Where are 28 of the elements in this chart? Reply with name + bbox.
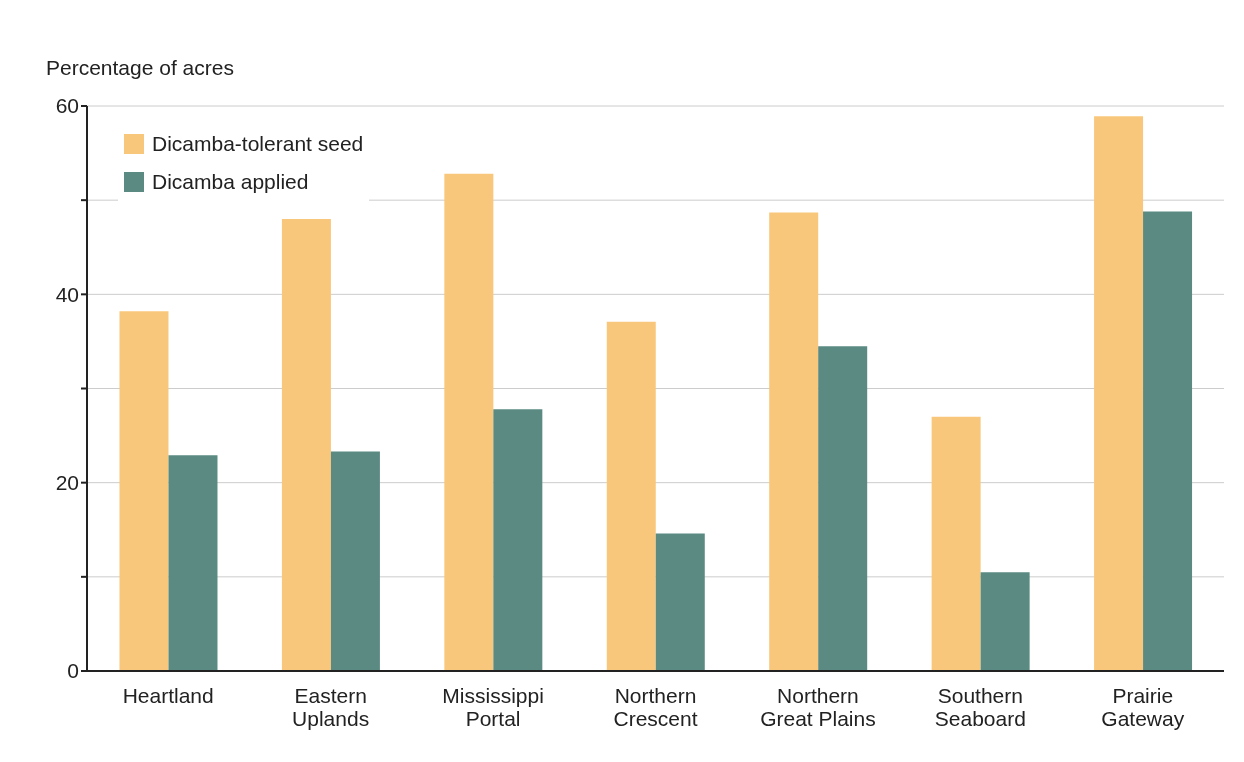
bar (168, 455, 218, 671)
x-tick-label: Eastern Uplands (292, 684, 370, 730)
x-tick-label: Heartland (122, 684, 214, 707)
bar (931, 416, 981, 671)
legend-label: Dicamba-tolerant seed (152, 132, 364, 156)
legend-label: Dicamba applied (152, 170, 309, 194)
x-tick-label: Mississippi Portal (442, 684, 544, 730)
bar (281, 219, 331, 671)
bar (769, 212, 819, 671)
bar (980, 572, 1030, 671)
bar (493, 409, 543, 671)
y-tick-label: 40 (55, 282, 79, 306)
x-tick-label: Prairie Gateway (1101, 684, 1185, 730)
bar (1094, 116, 1144, 671)
x-tick-label: Southern Seaboard (934, 684, 1026, 730)
bar (330, 451, 380, 671)
y-tick-label: 20 (55, 471, 79, 495)
x-tick-label: Northern Great Plains (760, 684, 876, 730)
bar (1143, 211, 1193, 671)
bar (444, 173, 494, 671)
bar (606, 321, 656, 671)
y-axis-title: Percentage of acres (46, 56, 234, 80)
y-tick-label: 60 (55, 94, 79, 118)
x-tick-label: Northern Crescent (613, 684, 698, 730)
bar (655, 533, 705, 671)
y-tick-label: 0 (67, 659, 79, 683)
bar (818, 346, 868, 671)
bar (119, 311, 169, 671)
